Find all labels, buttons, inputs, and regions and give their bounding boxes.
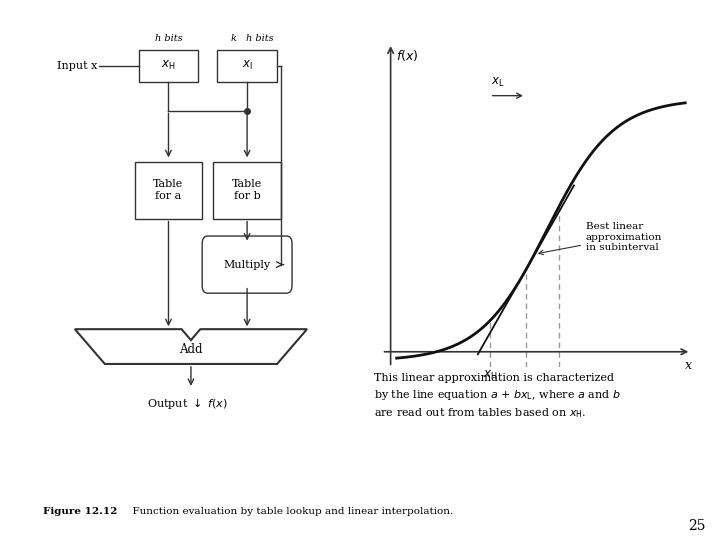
Text: Output $\downarrow$ $f(x)$: Output $\downarrow$ $f(x)$ bbox=[147, 396, 228, 411]
Text: Add: Add bbox=[179, 342, 203, 355]
Text: Best linear
approximation
in subinterval: Best linear approximation in subinterval bbox=[539, 222, 662, 255]
FancyBboxPatch shape bbox=[138, 50, 199, 82]
FancyBboxPatch shape bbox=[217, 50, 277, 82]
FancyBboxPatch shape bbox=[213, 161, 281, 219]
Text: Input x: Input x bbox=[57, 61, 97, 71]
Text: Function evaluation by table lookup and linear interpolation.: Function evaluation by table lookup and … bbox=[126, 508, 453, 516]
Text: h bits: h bits bbox=[155, 34, 182, 43]
Text: $x_{\rm H}$: $x_{\rm H}$ bbox=[161, 59, 176, 72]
Text: $x_{\rm L}$: $x_{\rm L}$ bbox=[491, 76, 505, 90]
Text: k: k bbox=[231, 34, 237, 43]
Text: Table
for b: Table for b bbox=[232, 179, 262, 201]
Text: x: x bbox=[685, 359, 692, 372]
Text: h bits: h bits bbox=[246, 34, 274, 43]
Text: $x_{\rm H}$: $x_{\rm H}$ bbox=[482, 369, 497, 382]
Text: 25: 25 bbox=[688, 519, 706, 534]
Text: Table
for a: Table for a bbox=[153, 179, 184, 201]
FancyBboxPatch shape bbox=[202, 236, 292, 293]
Text: Figure 12.12: Figure 12.12 bbox=[43, 508, 117, 516]
Text: $f(x)$: $f(x)$ bbox=[396, 48, 418, 63]
Polygon shape bbox=[75, 329, 307, 364]
Text: $x_{\rm l}$: $x_{\rm l}$ bbox=[242, 59, 253, 72]
Text: This linear approximation is characterized
by the line equation $a$ + $bx_{\rm L: This linear approximation is characteriz… bbox=[374, 373, 621, 421]
Text: Multiply: Multiply bbox=[223, 260, 271, 269]
FancyBboxPatch shape bbox=[135, 161, 202, 219]
